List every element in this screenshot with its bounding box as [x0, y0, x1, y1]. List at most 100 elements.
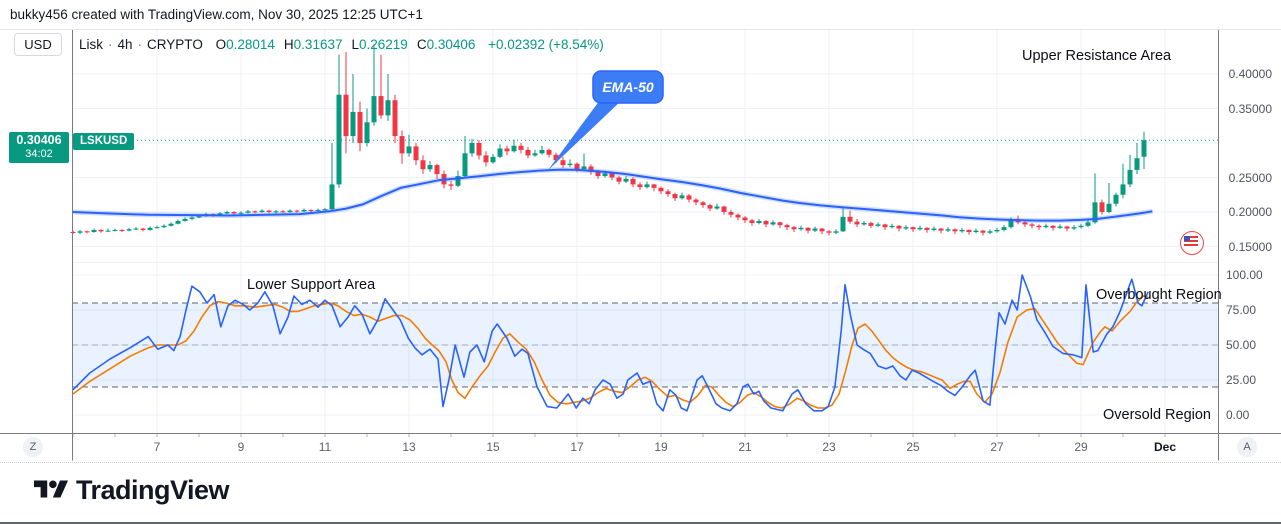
- candle-body: [1099, 202, 1105, 212]
- candle-body: [1064, 226, 1070, 229]
- candle-body: [546, 149, 552, 155]
- candle-body: [777, 222, 783, 226]
- ohlc-value: 0.31637: [293, 37, 343, 52]
- candle-body: [693, 199, 699, 203]
- candle-body: [259, 210, 265, 212]
- candle-body: [924, 227, 930, 230]
- candle-body: [623, 178, 629, 182]
- candle-body: [1141, 140, 1147, 157]
- us-flag-event-icon[interactable]: [1180, 231, 1204, 255]
- candle-body: [98, 229, 104, 232]
- candle-body: [301, 209, 307, 212]
- stochastic-tick-label: 0.00: [1226, 408, 1250, 422]
- time-tick-label: 15: [486, 440, 500, 454]
- candle-body: [315, 209, 321, 211]
- candle-body: [434, 165, 440, 175]
- last-price-value: 0.30406: [16, 133, 62, 147]
- candle-body: [392, 100, 398, 137]
- symbol-name[interactable]: Lisk: [79, 37, 104, 52]
- candle-body: [854, 221, 860, 225]
- currency-toggle-button[interactable]: USD: [14, 33, 62, 56]
- candle-body: [518, 145, 524, 150]
- candle-body: [77, 231, 83, 233]
- candle-body: [959, 229, 965, 232]
- candle-body: [483, 155, 489, 163]
- candle-body: [287, 210, 293, 212]
- candle-body: [686, 195, 692, 200]
- auto-scale-button[interactable]: A: [1237, 437, 1257, 457]
- tradingview-logo-icon[interactable]: [34, 476, 68, 504]
- candle-body: [469, 143, 475, 154]
- candle-body: [980, 230, 986, 233]
- price-line-symbol-tag: LSKUSD: [73, 133, 135, 150]
- candle-body: [707, 205, 713, 209]
- candle-body: [161, 225, 167, 228]
- candle-body: [903, 227, 909, 229]
- candle-body: [728, 212, 734, 215]
- candle-body: [147, 227, 153, 230]
- candle-body: [350, 111, 356, 137]
- candle-body: [588, 166, 594, 172]
- flag-canton: [1184, 236, 1190, 241]
- candle-body: [658, 187, 664, 192]
- candle-body: [266, 210, 272, 212]
- time-tick-label: 13: [402, 440, 416, 454]
- lower-support-annotation: Lower Support Area: [247, 277, 376, 293]
- candle-body: [665, 191, 671, 195]
- candle-body: [637, 184, 643, 188]
- candle-body: [616, 177, 622, 182]
- candle-body: [532, 153, 538, 156]
- candle-body: [784, 225, 790, 228]
- candle-body: [1092, 202, 1098, 223]
- stochastic-k-line: [72, 274, 1149, 412]
- candle-body: [245, 211, 251, 213]
- symbol-info-bar[interactable]: Lisk · 4h · CRYPTO O0.28014 H0.31637 L0.26219 C…: [79, 35, 604, 55]
- candle-body: [1043, 225, 1049, 228]
- candle-body: [581, 166, 587, 170]
- candle-body: [399, 136, 405, 154]
- candle-body: [812, 228, 818, 231]
- candle-body: [364, 122, 370, 143]
- time-tick-label: 19: [654, 440, 668, 454]
- candle-body: [196, 216, 202, 218]
- candle-body: [497, 148, 503, 157]
- time-tick-label: 17: [570, 440, 584, 454]
- candle-body: [770, 222, 776, 225]
- candle-body: [679, 195, 685, 199]
- ema-callout-box: [592, 70, 664, 104]
- candle-body: [189, 217, 195, 219]
- candle-body: [938, 228, 944, 231]
- candle-body: [105, 230, 111, 232]
- candle-body: [231, 212, 237, 214]
- candle-body: [798, 227, 804, 230]
- ohlc-key: H: [283, 37, 294, 52]
- candle-body: [294, 210, 300, 212]
- candle-body: [630, 178, 636, 185]
- candle-body: [1057, 226, 1063, 228]
- candle-body: [1071, 227, 1077, 229]
- flag-stripes: [1184, 236, 1198, 248]
- ema-callout-tail: [547, 100, 622, 171]
- candle-body: [525, 149, 531, 156]
- candle-body: [973, 230, 979, 233]
- timezone-button[interactable]: Z: [23, 437, 43, 457]
- change-value: +0.02392 (+8.54%): [488, 37, 604, 52]
- candle-body: [567, 163, 573, 166]
- candle-body: [819, 228, 825, 232]
- tradingview-logo-text[interactable]: TradingView: [76, 475, 230, 505]
- time-tick-label: 29: [1074, 440, 1088, 454]
- candle-body: [763, 220, 769, 225]
- candle-body: [119, 229, 125, 231]
- candle-body: [539, 149, 545, 154]
- candle-body: [1001, 227, 1007, 230]
- candle-body: [385, 100, 391, 116]
- candle-body: [910, 227, 916, 230]
- candle-body: [238, 212, 244, 214]
- separator: ·: [108, 37, 113, 52]
- candle-body: [182, 218, 188, 221]
- interval-label[interactable]: 4h: [117, 37, 133, 52]
- candle-body: [756, 220, 762, 224]
- candle-body: [840, 216, 846, 232]
- candle-body: [462, 153, 468, 177]
